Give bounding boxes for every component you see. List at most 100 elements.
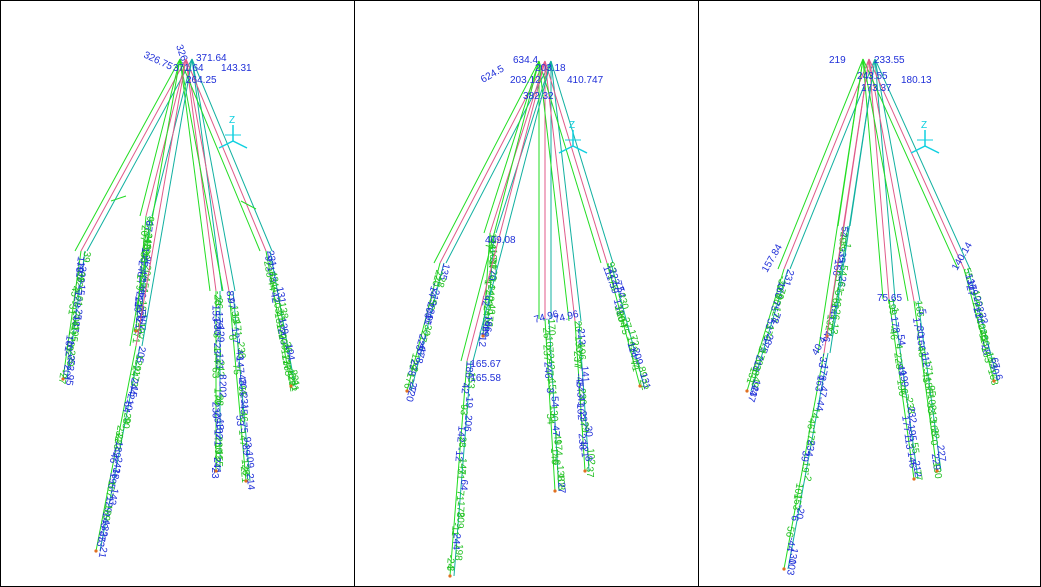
top-force-label: 382.32 bbox=[523, 91, 554, 102]
cluster-line bbox=[830, 225, 849, 337]
member-force-label: 206 bbox=[68, 310, 81, 328]
member-force-label: 178 bbox=[888, 316, 901, 334]
member-force-label: 238 bbox=[235, 341, 247, 359]
member-force-label: 230 bbox=[213, 436, 224, 453]
top-force-label: 264.25 bbox=[186, 75, 217, 86]
member-force-label: -46 bbox=[107, 448, 121, 465]
member-force-label: -46 bbox=[831, 292, 844, 308]
member-force-label: 41 bbox=[68, 320, 81, 333]
member-force-label: 6 bbox=[992, 373, 1004, 382]
member-force-label: 172 bbox=[626, 329, 641, 348]
member-force-label: 97 bbox=[262, 255, 275, 268]
cluster-line bbox=[62, 250, 82, 380]
member-force-label: -44 bbox=[264, 276, 278, 293]
member-force-label: 237 bbox=[571, 350, 583, 368]
member-force-label: 153 bbox=[983, 351, 998, 370]
member-force-label: 162 bbox=[485, 238, 497, 256]
member-line bbox=[466, 60, 546, 362]
member-force-label: 127 bbox=[229, 327, 241, 345]
member-force-label: 234 bbox=[803, 439, 817, 458]
member-force-label: -50 bbox=[424, 294, 438, 311]
member-force-label: 63 bbox=[209, 367, 220, 379]
member-force-label: 102 bbox=[584, 448, 596, 466]
member-force-label: 15 bbox=[127, 385, 140, 398]
cluster-line bbox=[486, 232, 495, 337]
support-node bbox=[405, 389, 409, 393]
member-force-label: 229 bbox=[64, 349, 77, 367]
member-force-label: 26 bbox=[540, 327, 552, 339]
axis-x-line bbox=[218, 140, 234, 149]
top-force-label: 233.55 bbox=[874, 55, 905, 66]
member-force-label: 95 bbox=[63, 374, 76, 387]
member-force-label: 229 bbox=[929, 453, 942, 471]
member-force-label: 178 bbox=[73, 256, 86, 274]
member-force-label: -45 bbox=[573, 373, 585, 389]
structure-view-1: 3917819120339125-154512861-31-2520618741… bbox=[56, 43, 301, 559]
member-force-label: 20 bbox=[572, 320, 584, 332]
member-force-label: 128 bbox=[239, 458, 251, 476]
member-force-label: -29 bbox=[212, 409, 223, 424]
member-force-label: 238 bbox=[261, 260, 275, 279]
member-force-label: 188 bbox=[921, 376, 934, 394]
support-node bbox=[782, 567, 786, 571]
top-force-label: 219 bbox=[829, 55, 846, 66]
member-force-label: -12 bbox=[452, 447, 464, 463]
member-force-label: 92 bbox=[479, 295, 491, 307]
member-force-label: 44 bbox=[268, 281, 281, 294]
member-force-label: 207 bbox=[138, 225, 150, 243]
member-force-label: -29 bbox=[578, 418, 590, 434]
member-force-label: -27 bbox=[56, 369, 69, 385]
member-force-label: 120 bbox=[403, 384, 418, 403]
member-force-label: 90 bbox=[119, 416, 132, 429]
member-force-label: 38 bbox=[214, 395, 225, 407]
member-force-label: 93 bbox=[241, 436, 253, 448]
member-force-label: 108 bbox=[554, 473, 566, 491]
member-force-label: -47 bbox=[627, 353, 641, 370]
member-force-label: 174 bbox=[552, 439, 564, 457]
member-line bbox=[829, 58, 876, 354]
top-force-label: 371.64 bbox=[196, 53, 227, 64]
member-force-label: -11 bbox=[975, 329, 989, 346]
member-force-label: 26 bbox=[140, 256, 152, 268]
cluster-line bbox=[610, 262, 645, 387]
member-force-label: 112 bbox=[476, 331, 488, 348]
member-force-label: 19 bbox=[799, 460, 812, 473]
cluster-line bbox=[913, 300, 938, 472]
member-force-label: 22 bbox=[928, 427, 940, 440]
member-force-label: -24 bbox=[444, 554, 456, 570]
member-force-label: 179 bbox=[213, 312, 224, 329]
member-line bbox=[483, 60, 540, 234]
member-force-label: 243 bbox=[110, 456, 124, 475]
member-force-label: 237 bbox=[745, 384, 760, 404]
support-node bbox=[134, 329, 138, 333]
member-force-label: -46 bbox=[886, 325, 899, 341]
member-force-label: 93 bbox=[458, 404, 470, 416]
member-force-label: 199 bbox=[897, 370, 910, 388]
member-force-label: 8 bbox=[226, 334, 237, 341]
brace-line bbox=[240, 200, 257, 210]
member-force-label: -49 bbox=[894, 361, 907, 377]
member-force-label: 178 bbox=[412, 345, 427, 364]
member-force-label: -25 bbox=[71, 305, 84, 321]
member-force-label: 203 bbox=[75, 265, 88, 283]
member-force-label: 87 bbox=[224, 290, 236, 302]
member-line bbox=[862, 58, 909, 302]
cluster-line bbox=[66, 250, 86, 380]
cluster-line bbox=[783, 352, 825, 570]
member-force-label: 30 bbox=[913, 325, 925, 338]
member-force-label: 3 bbox=[64, 354, 76, 361]
support-node bbox=[638, 384, 642, 388]
top-force-label: 326. bbox=[173, 43, 190, 65]
member-force-label: 55 bbox=[961, 267, 975, 281]
member-force-label: -8 bbox=[550, 456, 562, 466]
member-force-label: 53 bbox=[762, 317, 776, 331]
member-force-label: -33 bbox=[815, 352, 829, 369]
member-line bbox=[862, 58, 959, 270]
member-force-label: 91 bbox=[421, 313, 435, 327]
member-line bbox=[141, 58, 193, 347]
member-force-label: 230 bbox=[210, 402, 221, 419]
cluster-line bbox=[449, 360, 468, 577]
member-force-label: 6 bbox=[788, 514, 800, 522]
top-force-label: 634.4 bbox=[513, 55, 538, 66]
member-force-label: 27 bbox=[620, 316, 634, 330]
